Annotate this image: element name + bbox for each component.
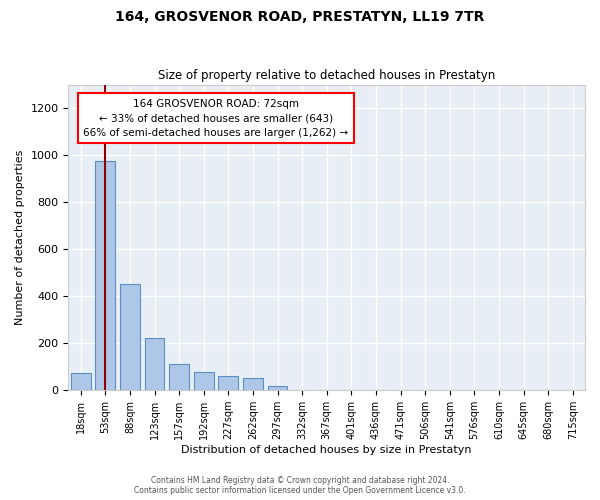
Bar (218, 376, 238, 390)
Text: Contains HM Land Registry data © Crown copyright and database right 2024.
Contai: Contains HM Land Registry data © Crown c… (134, 476, 466, 495)
Bar (169, 364, 189, 390)
Bar (71, 374, 91, 390)
Y-axis label: Number of detached properties: Number of detached properties (15, 150, 25, 325)
X-axis label: Distribution of detached houses by size in Prestatyn: Distribution of detached houses by size … (181, 445, 472, 455)
Bar (194, 372, 214, 390)
Text: 164 GROSVENOR ROAD: 72sqm
← 33% of detached houses are smaller (643)
66% of semi: 164 GROSVENOR ROAD: 72sqm ← 33% of detac… (83, 98, 349, 138)
Bar (145, 338, 164, 390)
Bar (120, 284, 140, 390)
Bar (95, 161, 115, 390)
Title: Size of property relative to detached houses in Prestatyn: Size of property relative to detached ho… (158, 69, 496, 82)
Bar (243, 378, 263, 390)
Bar (268, 386, 287, 390)
Text: 164, GROSVENOR ROAD, PRESTATYN, LL19 7TR: 164, GROSVENOR ROAD, PRESTATYN, LL19 7TR (115, 10, 485, 24)
